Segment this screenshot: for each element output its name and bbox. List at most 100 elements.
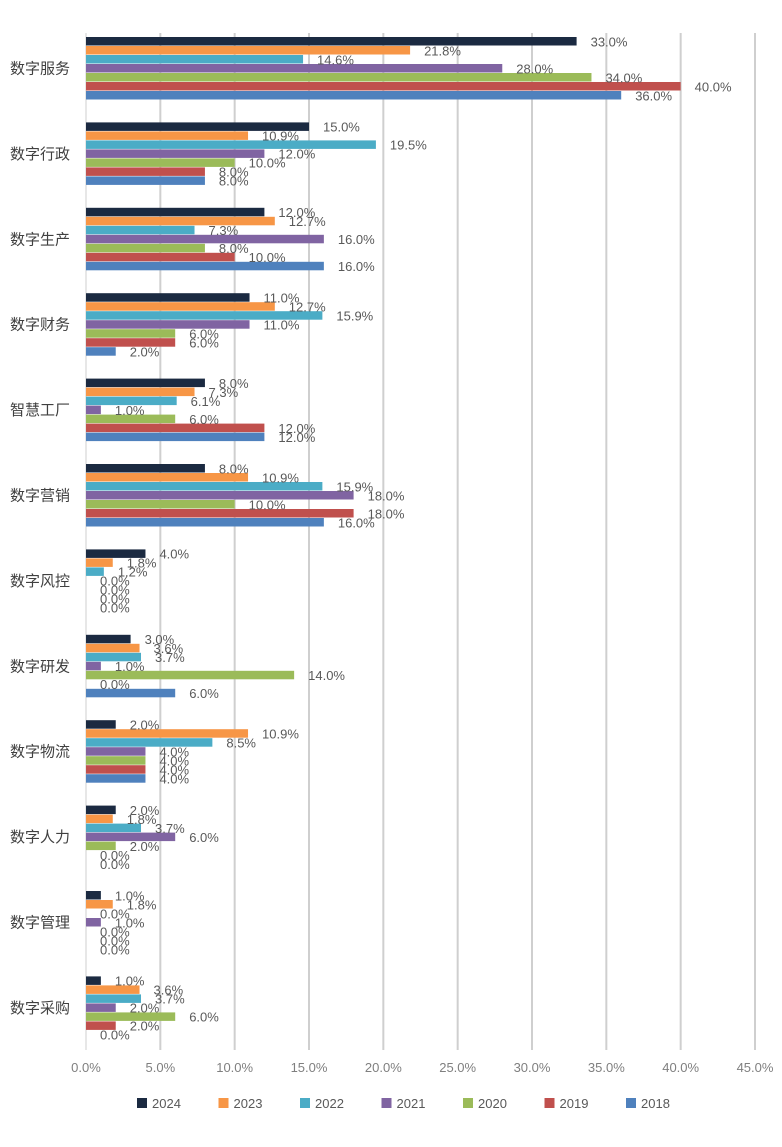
- bar: [86, 549, 146, 558]
- data-label: 19.5%: [390, 138, 427, 153]
- data-label: 1.0%: [115, 659, 145, 674]
- data-label: 1.2%: [118, 565, 148, 580]
- data-label: 40.0%: [695, 79, 732, 94]
- bar: [86, 482, 323, 491]
- legend-label: 2020: [478, 1096, 507, 1111]
- data-label: 10.9%: [262, 470, 299, 485]
- bar: [86, 405, 101, 415]
- data-label: 3.6%: [154, 641, 184, 656]
- data-label: 0.0%: [100, 857, 130, 872]
- legend-swatch: [137, 1098, 147, 1108]
- data-label: 10.0%: [249, 497, 286, 512]
- data-label: 0.0%: [100, 677, 130, 692]
- legend-label: 2019: [560, 1096, 589, 1111]
- bar: [86, 55, 304, 64]
- data-label: 15.9%: [336, 308, 373, 323]
- legend: 2024 2023 2022 2021 2020 2019 2018: [137, 1096, 670, 1111]
- data-label: 2.0%: [130, 803, 160, 818]
- data-label: 1.0%: [115, 888, 145, 903]
- bar: [86, 509, 354, 518]
- bar: [86, 567, 104, 576]
- data-label: 8.0%: [219, 241, 249, 256]
- gridlines: [85, 33, 756, 1050]
- bar: [86, 729, 249, 738]
- category-label: 数字营销: [10, 487, 70, 505]
- bar: [86, 805, 116, 815]
- data-label: 3.7%: [155, 992, 185, 1007]
- data-label: 2.0%: [130, 1019, 160, 1034]
- bar: [86, 432, 265, 442]
- bar: [86, 378, 205, 388]
- bar: [86, 82, 681, 91]
- x-tick-label: 45.0%: [737, 1060, 774, 1075]
- bar: [86, 500, 235, 509]
- data-label: 16.0%: [338, 232, 375, 247]
- bar: [86, 225, 195, 235]
- bars: [86, 37, 681, 1030]
- data-label: 7.3%: [209, 223, 239, 238]
- bar: [86, 1012, 176, 1021]
- data-label: 4.0%: [159, 744, 189, 759]
- data-label: 10.0%: [249, 250, 286, 265]
- data-label: 6.0%: [189, 326, 219, 341]
- bar: [86, 176, 205, 185]
- data-label: 8.0%: [219, 376, 249, 391]
- category-label: 智慧工厂: [10, 401, 70, 419]
- data-label: 3.0%: [145, 632, 175, 647]
- data-label: 10.9%: [262, 129, 299, 144]
- bar: [86, 1003, 116, 1012]
- category-label: 数字服务: [10, 60, 70, 78]
- bar: [86, 1021, 116, 1030]
- bar: [86, 347, 116, 356]
- bar: [86, 293, 250, 302]
- data-label: 0.0%: [100, 601, 130, 616]
- bar: [86, 900, 113, 909]
- bar: [86, 634, 131, 644]
- bar: [86, 329, 176, 338]
- bar: [86, 823, 142, 833]
- bar: [86, 652, 142, 662]
- data-label: 11.0%: [264, 290, 300, 305]
- data-label: 0.0%: [100, 583, 130, 598]
- x-tick-label: 35.0%: [588, 1060, 625, 1075]
- bar: [86, 765, 146, 774]
- x-tick-label: 25.0%: [439, 1060, 476, 1075]
- bar: [86, 473, 249, 482]
- legend-swatch: [381, 1098, 392, 1108]
- bar: [86, 234, 324, 244]
- data-label: 1.8%: [127, 812, 157, 827]
- data-label: 6.0%: [189, 830, 219, 845]
- bar: [86, 720, 116, 729]
- legend-swatch: [626, 1098, 636, 1108]
- data-label: 16.0%: [338, 515, 375, 530]
- bar: [86, 91, 622, 100]
- bar: [86, 423, 265, 433]
- bar: [86, 149, 265, 158]
- x-tick-label: 15.0%: [291, 1060, 328, 1075]
- data-label: 12.7%: [289, 299, 326, 314]
- bar: [86, 688, 176, 698]
- category-label: 数字生产: [10, 230, 70, 248]
- data-label: 2.0%: [130, 1001, 160, 1016]
- data-label: 0.0%: [100, 933, 130, 948]
- bar: [86, 320, 250, 329]
- data-label: 18.0%: [368, 488, 405, 503]
- data-label: 1.0%: [115, 915, 145, 930]
- category-label: 数字管理: [10, 914, 70, 932]
- data-label: 2.0%: [130, 717, 160, 732]
- data-label: 8.0%: [219, 174, 249, 189]
- bar: [86, 311, 323, 320]
- category-label: 数字采购: [10, 999, 70, 1017]
- bar: [86, 37, 577, 46]
- bar: [86, 841, 116, 851]
- bar: [86, 643, 140, 653]
- category-label: 数字人力: [10, 828, 70, 846]
- bar: [86, 756, 146, 765]
- bar: [86, 747, 146, 756]
- x-tick-label: 5.0%: [146, 1060, 176, 1075]
- data-label: 12.0%: [278, 430, 315, 445]
- bar: [86, 985, 140, 994]
- legend-swatch: [218, 1098, 229, 1108]
